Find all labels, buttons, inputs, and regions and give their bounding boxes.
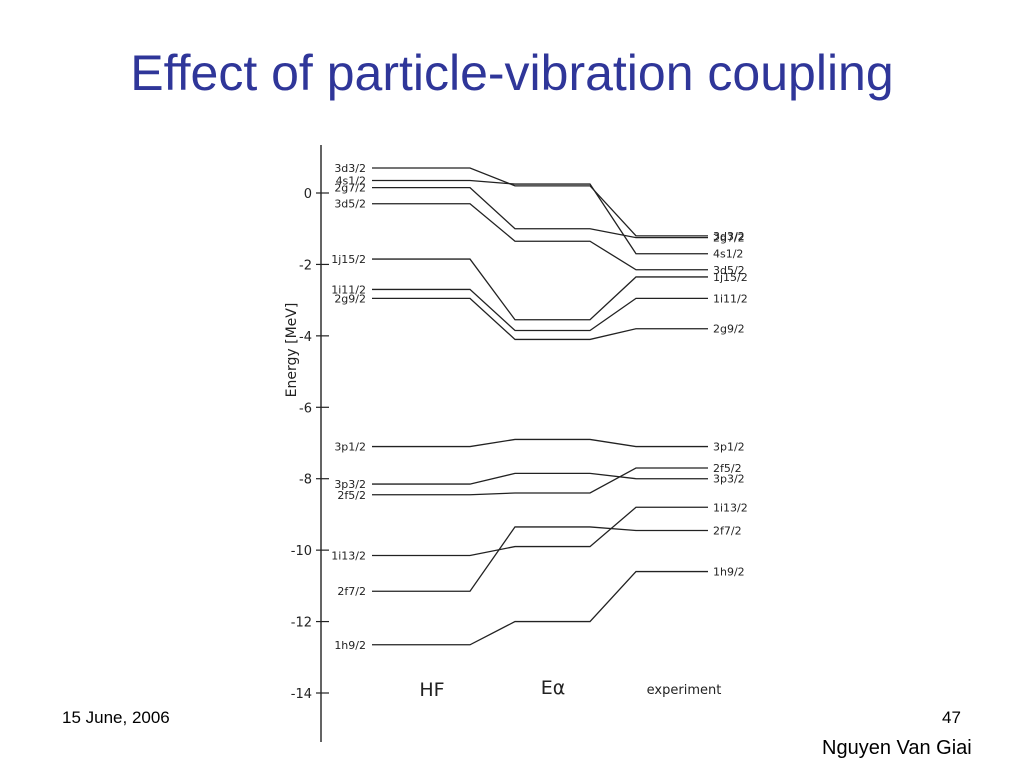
footer-date: 15 June, 2006 (62, 708, 170, 727)
column-label-ealpha: Eα (541, 677, 566, 699)
exp-level-label: 3p1/2 (713, 441, 745, 454)
y-tick-label: 0 (304, 187, 312, 202)
level-lines (372, 167, 708, 646)
y-tick-label: -14 (291, 687, 312, 702)
exp-level-label: 1i11/2 (713, 292, 748, 305)
column-label-experiment: experiment (647, 683, 722, 698)
y-tick-label: -6 (299, 401, 312, 416)
exp-level-label: 3d3/2 (713, 230, 745, 243)
hf-level-label: 2g9/2 (334, 292, 366, 305)
level-line (372, 467, 708, 496)
exp-level-label: 1h9/2 (713, 566, 745, 579)
hf-level-label: 1i11/2 (331, 283, 366, 296)
level-line (372, 258, 708, 321)
level-line (372, 167, 708, 237)
exp-level-label: 2f5/2 (713, 462, 742, 475)
hf-level-label: 2f7/2 (337, 585, 366, 598)
level-line (372, 506, 708, 557)
page-number: 47 (942, 708, 961, 727)
y-axis-label: Energy [MeV] (284, 303, 300, 398)
level-line (372, 472, 708, 485)
level-line (372, 179, 708, 255)
level-line (372, 186, 708, 239)
hf-level-label: 1i13/2 (331, 550, 366, 563)
column-label-hf: HF (419, 679, 444, 701)
y-tick-label: -10 (291, 544, 312, 559)
exp-level-label: 2g7/2 (713, 232, 745, 245)
y-axis: 0 -2 -4 -6 -8 -10 -12 -14 (291, 145, 329, 742)
level-line (372, 526, 708, 592)
footer-author: Nguyen Van Giai (822, 737, 972, 759)
y-tick-label: -12 (291, 616, 312, 631)
level-line (372, 297, 708, 341)
level-line (372, 203, 708, 271)
level-labels: 3d3/23d3/24s1/24s1/22g7/22g7/23d5/23d5/2… (331, 162, 748, 652)
y-tick-label: -8 (299, 473, 312, 488)
level-line (372, 438, 708, 448)
exp-level-label: 1i13/2 (713, 501, 748, 514)
exp-level-label: 4s1/2 (713, 248, 743, 261)
hf-level-label: 2f5/2 (337, 489, 366, 502)
hf-level-label: 2g7/2 (334, 182, 366, 195)
hf-level-label: 1h9/2 (334, 639, 366, 652)
hf-level-label: 3p3/2 (334, 478, 366, 491)
hf-level-label: 1j15/2 (331, 253, 366, 266)
slide-title: Effect of particle-vibration coupling (130, 45, 894, 101)
level-line (372, 288, 708, 332)
exp-level-label: 2f7/2 (713, 525, 742, 538)
exp-level-label: 1j15/2 (713, 271, 748, 284)
level-line (372, 570, 708, 646)
hf-level-label: 4s1/2 (336, 175, 366, 188)
hf-level-label: 3d3/2 (334, 162, 366, 175)
hf-level-label: 3d5/2 (334, 198, 366, 211)
y-tick-label: -4 (299, 330, 312, 345)
exp-level-label: 3d5/2 (713, 264, 745, 277)
exp-level-label: 2g9/2 (713, 323, 745, 336)
exp-level-label: 3p3/2 (713, 473, 745, 486)
hf-level-label: 3p1/2 (334, 441, 366, 454)
y-tick-label: -2 (299, 258, 312, 273)
